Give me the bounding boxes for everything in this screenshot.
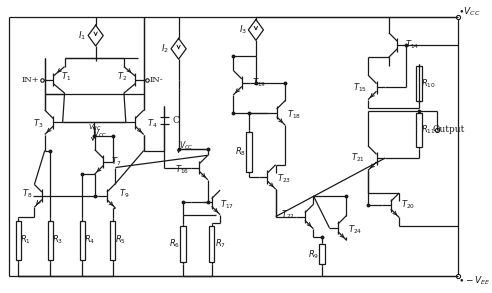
Bar [181, 226, 186, 262]
Text: $R_1$: $R_1$ [21, 234, 31, 246]
Text: $T_{18}$: $T_{18}$ [286, 108, 301, 121]
Text: $T_{21}$: $T_{21}$ [351, 152, 365, 164]
Text: $I_2$: $I_2$ [161, 42, 169, 55]
Text: $V_{CC}$: $V_{CC}$ [179, 139, 193, 152]
Bar [110, 221, 116, 260]
Bar [80, 221, 85, 260]
Text: $T_{19}$: $T_{19}$ [251, 76, 266, 89]
Text: $T_1$: $T_1$ [62, 71, 71, 83]
Text: $R_{11}$: $R_{11}$ [421, 124, 436, 136]
Text: $T_2$: $T_2$ [117, 71, 127, 83]
Text: $T_8$: $T_8$ [22, 188, 32, 200]
Bar [416, 66, 422, 101]
Text: $T_3$: $T_3$ [33, 118, 43, 130]
Text: $T_4$: $T_4$ [147, 118, 157, 130]
Text: $R_4$: $R_4$ [84, 234, 95, 246]
Text: Output: Output [432, 125, 464, 134]
Text: $T_7$: $T_7$ [111, 156, 122, 168]
Bar [319, 244, 325, 265]
Text: $V_{CC}$: $V_{CC}$ [88, 123, 101, 133]
Text: IN+: IN+ [22, 76, 39, 84]
Bar [246, 132, 252, 172]
Text: $R_6$: $R_6$ [169, 238, 181, 250]
Text: $T_{24}$: $T_{24}$ [348, 224, 362, 236]
Text: $R_9$: $R_9$ [308, 248, 319, 260]
Text: $T_{15}$: $T_{15}$ [353, 81, 367, 94]
Bar [48, 221, 53, 260]
Text: $T_{22}$: $T_{22}$ [281, 208, 295, 221]
Text: $R_5$: $R_5$ [115, 234, 125, 246]
Text: $T_{17}$: $T_{17}$ [219, 198, 234, 211]
Text: IN-: IN- [149, 76, 163, 84]
Text: $T_{20}$: $T_{20}$ [400, 199, 415, 212]
Bar [416, 113, 422, 147]
Bar [209, 226, 215, 262]
Bar [16, 221, 21, 260]
Text: $T_{16}$: $T_{16}$ [175, 163, 189, 176]
Text: $T_{23}$: $T_{23}$ [277, 173, 291, 185]
Text: $R_3$: $R_3$ [52, 234, 63, 246]
Text: $T_{14}$: $T_{14}$ [405, 39, 420, 51]
Text: $R_7$: $R_7$ [215, 238, 226, 250]
Text: $\bullet V_{CC}$: $\bullet V_{CC}$ [458, 6, 480, 18]
Text: $I_3$: $I_3$ [239, 24, 247, 36]
Text: $\bullet -V_{EE}$: $\bullet -V_{EE}$ [458, 275, 491, 287]
Text: $V_{CC}$: $V_{CC}$ [93, 127, 108, 140]
Text: $I_1$: $I_1$ [78, 29, 87, 42]
Text: $T_9$: $T_9$ [119, 188, 129, 200]
Text: $R_8$: $R_8$ [235, 145, 246, 158]
Text: C: C [172, 116, 179, 125]
Text: $R_{10}$: $R_{10}$ [421, 77, 436, 90]
